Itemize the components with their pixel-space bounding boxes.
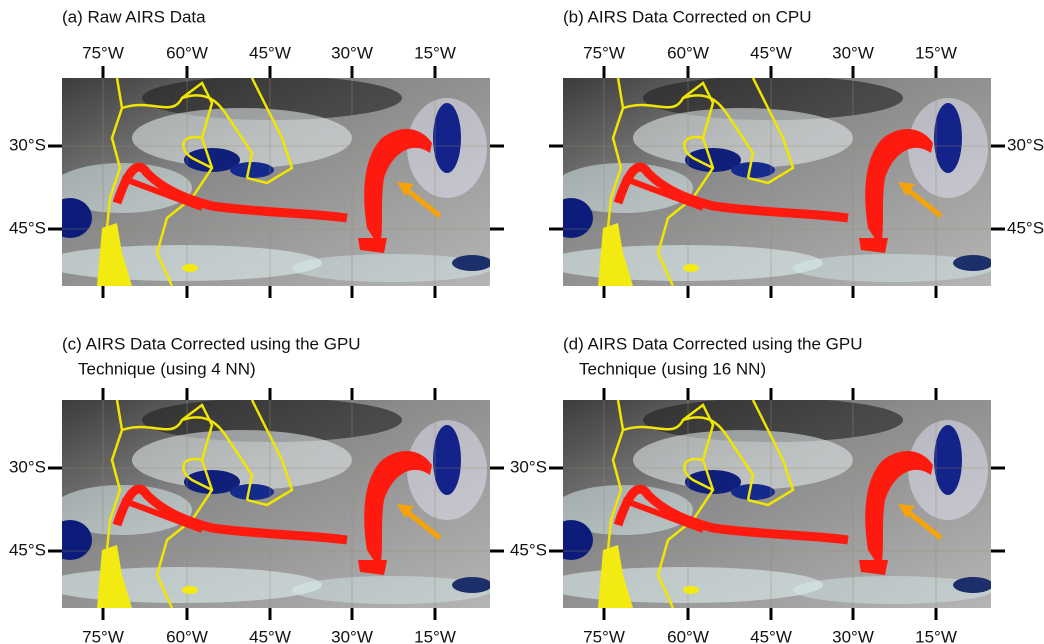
lat-label: 30°S [9, 135, 46, 154]
lon-label: 30°W [832, 627, 874, 644]
panel-title: Technique (using 16 NN) [579, 359, 766, 378]
lon-label: 75°W [82, 43, 124, 62]
satellite-map [42, 398, 492, 608]
lon-label: 15°W [414, 43, 456, 62]
satellite-map [543, 398, 993, 608]
lon-label: 75°W [583, 627, 625, 644]
lat-label: 45°S [9, 540, 46, 559]
lon-label: 15°W [915, 43, 957, 62]
lon-label: 30°W [331, 43, 373, 62]
lon-label: 45°W [750, 627, 792, 644]
lon-label: 45°W [249, 627, 291, 644]
satellite-map [543, 76, 993, 286]
panel-title: (b) AIRS Data Corrected on CPU [563, 7, 811, 26]
panel-title: (a) Raw AIRS Data [62, 7, 206, 26]
lat-label: 30°S [9, 457, 46, 476]
lon-label: 60°W [166, 627, 208, 644]
lon-label: 60°W [166, 43, 208, 62]
lat-label: 30°S [510, 457, 547, 476]
lon-label: 30°W [832, 43, 874, 62]
panel-title: (c) AIRS Data Corrected using the GPU [62, 334, 361, 353]
lon-label: 60°W [667, 43, 709, 62]
lon-label: 45°W [750, 43, 792, 62]
lon-label: 15°W [414, 627, 456, 644]
lon-label: 30°W [331, 627, 373, 644]
lon-label: 45°W [249, 43, 291, 62]
lon-label: 60°W [667, 627, 709, 644]
panel-title: (d) AIRS Data Corrected using the GPU [563, 334, 863, 353]
panel-title: Technique (using 4 NN) [78, 359, 256, 378]
lon-label: 75°W [583, 43, 625, 62]
satellite-map [42, 76, 492, 286]
lat-label: 45°S [9, 218, 46, 237]
lat-label: 45°S [510, 540, 547, 559]
lon-label: 15°W [915, 627, 957, 644]
figure: (a) Raw AIRS Data 75°W 60°W 45°W 30°W 15°W 30°… [0, 0, 1044, 644]
lat-label: 30°S [1007, 135, 1044, 154]
lon-label: 75°W [82, 627, 124, 644]
lat-label: 45°S [1007, 218, 1044, 237]
